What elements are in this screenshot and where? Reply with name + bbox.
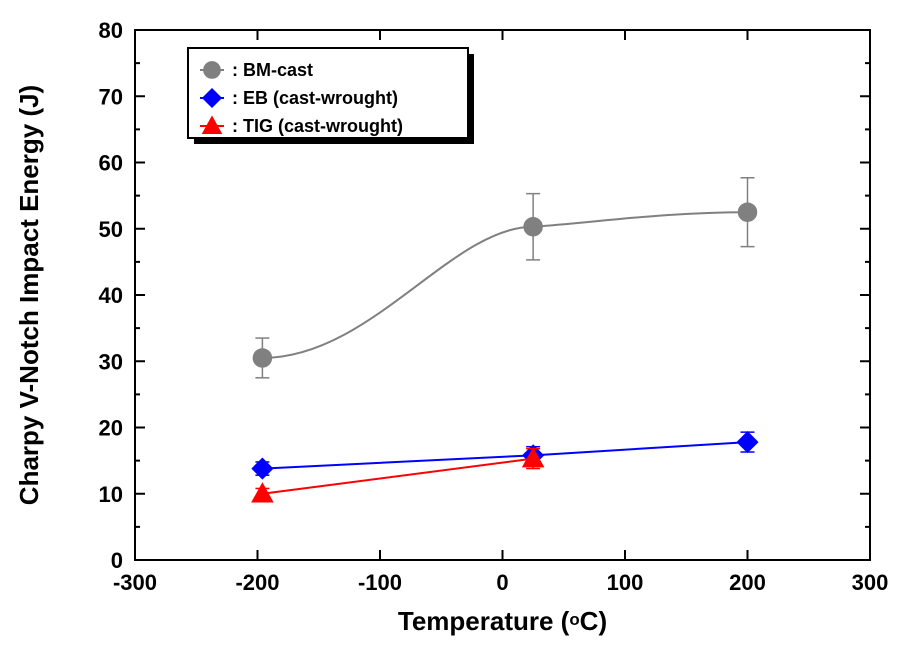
svg-text:-100: -100	[358, 570, 402, 595]
svg-text:: TIG (cast-wrought): : TIG (cast-wrought)	[232, 116, 403, 136]
svg-text:200: 200	[729, 570, 766, 595]
svg-text:Charpy V-Notch Impact Energy (: Charpy V-Notch Impact Energy (J)	[14, 85, 44, 505]
svg-text:0: 0	[496, 570, 508, 595]
svg-text:0: 0	[111, 548, 123, 573]
svg-text:: EB (cast-wrought): : EB (cast-wrought)	[232, 88, 398, 108]
svg-text:30: 30	[99, 349, 123, 374]
svg-text:70: 70	[99, 84, 123, 109]
svg-text:20: 20	[99, 416, 123, 441]
svg-text:50: 50	[99, 217, 123, 242]
chart-svg: -300 -200 -100 0 100 200 300 0 10 20 30 40 50 60 70 80 C…	[0, 0, 912, 662]
svg-text:60: 60	[99, 151, 123, 176]
svg-text:-300: -300	[113, 570, 157, 595]
svg-text:300: 300	[852, 570, 889, 595]
svg-text:80: 80	[99, 18, 123, 43]
svg-text:-200: -200	[235, 570, 279, 595]
svg-text:10: 10	[99, 482, 123, 507]
svg-text:: BM-cast: : BM-cast	[232, 60, 313, 80]
svg-text:40: 40	[99, 283, 123, 308]
chart-container: -300 -200 -100 0 100 200 300 0 10 20 30 40 50 60 70 80 C…	[0, 0, 912, 662]
svg-text:100: 100	[607, 570, 644, 595]
